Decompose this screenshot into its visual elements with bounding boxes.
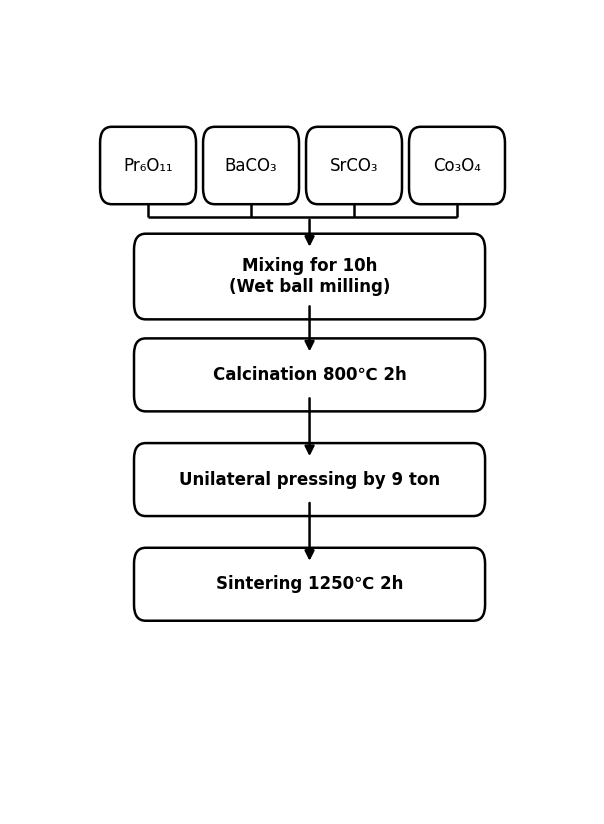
Text: BaCO₃: BaCO₃ bbox=[225, 157, 277, 175]
FancyBboxPatch shape bbox=[100, 127, 196, 204]
FancyBboxPatch shape bbox=[409, 127, 505, 204]
Text: Unilateral pressing by 9 ton: Unilateral pressing by 9 ton bbox=[179, 471, 440, 489]
FancyBboxPatch shape bbox=[134, 234, 485, 320]
FancyBboxPatch shape bbox=[134, 443, 485, 516]
FancyBboxPatch shape bbox=[134, 339, 485, 411]
Text: Sintering 1250℃ 2h: Sintering 1250℃ 2h bbox=[216, 575, 403, 593]
Text: SrCO₃: SrCO₃ bbox=[330, 157, 378, 175]
FancyBboxPatch shape bbox=[203, 127, 299, 204]
Text: Calcination 800℃ 2h: Calcination 800℃ 2h bbox=[213, 366, 406, 384]
Text: Mixing for 10h
(Wet ball milling): Mixing for 10h (Wet ball milling) bbox=[229, 257, 390, 296]
FancyBboxPatch shape bbox=[306, 127, 402, 204]
FancyBboxPatch shape bbox=[134, 548, 485, 620]
Text: Co₃O₄: Co₃O₄ bbox=[433, 157, 481, 175]
Text: Pr₆O₁₁: Pr₆O₁₁ bbox=[123, 157, 173, 175]
